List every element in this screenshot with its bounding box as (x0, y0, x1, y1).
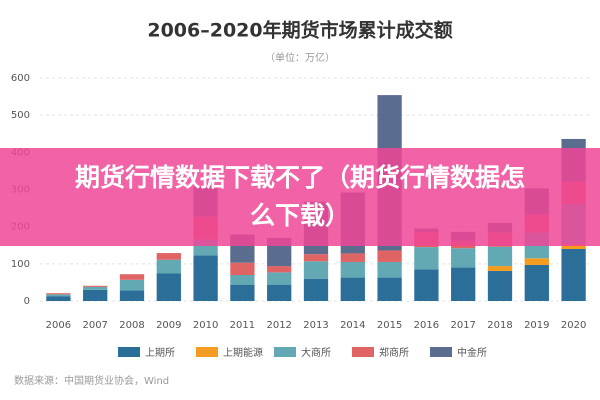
y-tick-label: 100 (11, 259, 30, 270)
bar-segment (156, 259, 181, 274)
bar-segment (524, 264, 549, 301)
bar-segment (267, 272, 292, 285)
bar-segment (303, 254, 329, 262)
bar-segment (46, 296, 71, 301)
legend-swatch (118, 347, 140, 357)
legend-label: 中金所 (457, 346, 487, 359)
bar-segment (119, 279, 145, 291)
x-tick-label: 2014 (340, 320, 365, 331)
bar-segment (83, 286, 108, 290)
x-tick-label: 2018 (487, 320, 512, 331)
bar-segment (83, 289, 108, 301)
legend-swatch (274, 347, 296, 357)
legend-swatch (430, 347, 452, 357)
bar-segment (487, 266, 513, 271)
y-tick-label: 0 (24, 296, 30, 307)
bar-segment (303, 278, 329, 301)
bar-segment (561, 244, 586, 249)
bar-segment (524, 258, 549, 265)
bar-segment (230, 274, 255, 285)
x-tick-label: 2006 (46, 320, 71, 331)
legend-label: 郑商所 (379, 346, 409, 359)
bar-segment (377, 250, 402, 262)
bar-segment (340, 277, 365, 301)
legend-label: 上期能源 (223, 346, 263, 359)
chart-subtitle: （单位：万亿） (265, 51, 335, 64)
x-tick-label: 2012 (266, 320, 291, 331)
banner-text: 期货行情数据下载不了（期货行情数据怎么下载） (74, 163, 525, 230)
x-tick-label: 2020 (561, 320, 586, 331)
bar-segment (119, 290, 145, 301)
y-tick-label: 500 (11, 110, 30, 121)
x-tick-label: 2017 (450, 320, 475, 331)
bar-segment (414, 247, 439, 270)
bar-segment (230, 284, 255, 301)
bar-segment (377, 277, 402, 301)
bar-segment (377, 261, 402, 278)
bar-segment (340, 253, 365, 262)
bar-segment (83, 285, 108, 287)
x-tick-label: 2008 (119, 320, 144, 331)
x-tick-label: 2011 (230, 320, 255, 331)
bar-segment (119, 274, 145, 280)
bar-segment (451, 248, 476, 268)
bar-segment (303, 261, 329, 279)
bar-segment (46, 294, 71, 297)
chart-title: 2006–2020年期货市场累计成交额 (147, 19, 452, 42)
legend-swatch (196, 347, 218, 357)
legend-label: 上期所 (145, 347, 175, 359)
x-tick-label: 2009 (156, 320, 181, 331)
bar-segment (414, 269, 439, 301)
x-tick-label: 2016 (414, 320, 439, 331)
x-tick-label: 2019 (524, 320, 549, 331)
source-note: 数据来源：中国期货业协会，Wind (14, 374, 169, 387)
bar-segment (267, 284, 292, 301)
x-tick-label: 2010 (193, 320, 218, 331)
x-tick-label: 2015 (377, 320, 402, 331)
banner: 期货行情数据下载不了（期货行情数据怎么下载） (0, 148, 600, 246)
x-tick-label: 2013 (303, 320, 328, 331)
bar-segment (487, 246, 513, 267)
bar-segment (46, 293, 71, 295)
y-tick-label: 600 (11, 73, 30, 84)
bar-segment (561, 248, 586, 301)
legend-swatch (352, 347, 374, 357)
bar-segment (487, 270, 513, 301)
bar-segment (156, 253, 181, 260)
bar-segment (230, 262, 255, 275)
bar-segment (193, 255, 218, 301)
bar-segment (340, 261, 365, 278)
legend-label: 大商所 (301, 346, 331, 359)
x-tick-label: 2007 (82, 320, 107, 331)
bar-segment (451, 267, 476, 301)
bar-segment (156, 273, 181, 301)
bar-segment (267, 266, 292, 273)
